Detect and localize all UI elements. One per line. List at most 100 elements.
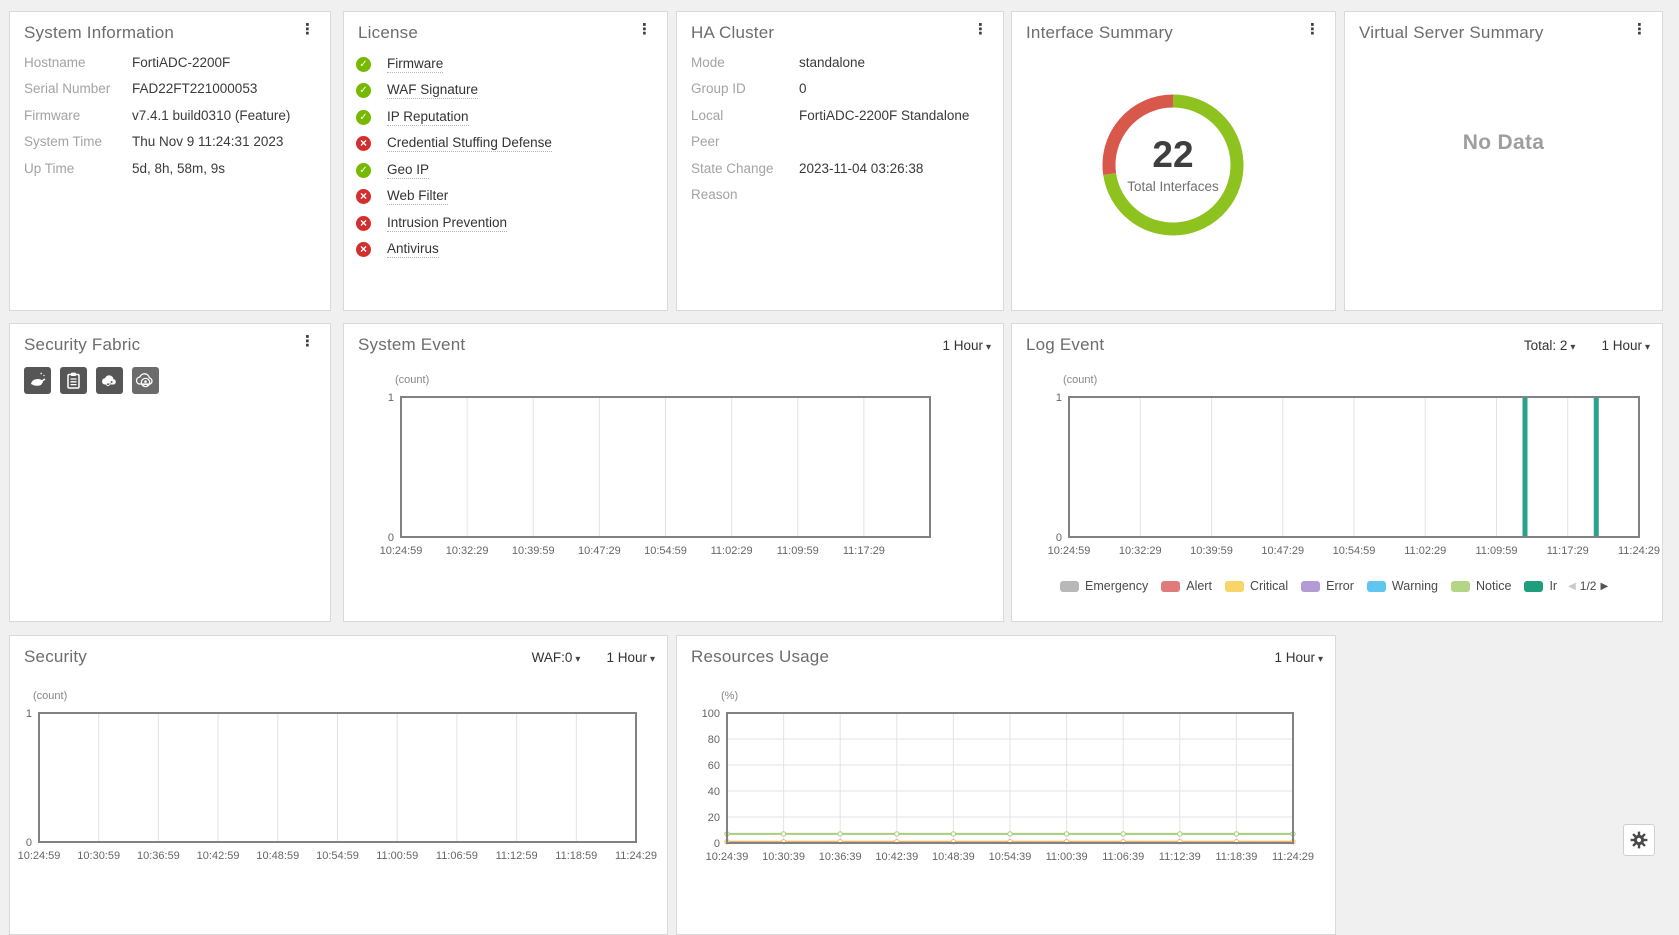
system-information-title: System Information xyxy=(24,23,175,42)
license-item[interactable]: Geo IP xyxy=(356,157,653,184)
license-item-label[interactable]: WAF Signature xyxy=(387,82,479,100)
svg-text:11:00:59: 11:00:59 xyxy=(376,850,418,862)
svg-text:11:09:59: 11:09:59 xyxy=(1475,545,1517,557)
info-row: Mode standalone xyxy=(691,49,989,76)
virtual-server-summary-card: Virtual Server Summary ⋮ No Data xyxy=(1344,11,1663,311)
legend-item[interactable]: Emergency xyxy=(1060,579,1148,593)
legend-swatch xyxy=(1524,580,1544,592)
legend-item[interactable]: Notice xyxy=(1451,579,1511,593)
ha-cluster-card: HA Cluster ⋮ Mode standalone Group ID 0 … xyxy=(676,11,1004,311)
info-row-label: Local xyxy=(691,107,724,123)
svg-text:20: 20 xyxy=(708,812,720,824)
svg-text:Total Interfaces: Total Interfaces xyxy=(1127,179,1219,194)
legend-next-page-icon[interactable]: ▶ xyxy=(1600,580,1609,592)
legend-item[interactable]: Alert xyxy=(1161,579,1212,593)
legend-label: Emergency xyxy=(1085,579,1149,593)
license-item-label[interactable]: Intrusion Prevention xyxy=(387,214,508,232)
svg-text:40: 40 xyxy=(708,786,720,798)
svg-text:11:18:59: 11:18:59 xyxy=(555,850,597,862)
svg-text:10:42:59: 10:42:59 xyxy=(197,850,240,862)
svg-text:80: 80 xyxy=(708,734,720,746)
legend-page-indicator: 1/2 xyxy=(1579,579,1597,593)
legend-label: Critical xyxy=(1249,579,1289,593)
license-item-label[interactable]: IP Reputation xyxy=(387,108,469,126)
info-row-value: FortiADC-2200F Standalone xyxy=(799,107,970,123)
license-item-label[interactable]: Credential Stuffing Defense xyxy=(387,135,552,153)
cloud-shield-icon[interactable] xyxy=(132,367,159,394)
svg-text:10:24:59: 10:24:59 xyxy=(1048,545,1091,557)
svg-text:10:30:39: 10:30:39 xyxy=(762,851,805,863)
license-item-label[interactable]: Firmware xyxy=(387,55,444,73)
svg-text:10:32:29: 10:32:29 xyxy=(1119,545,1162,557)
system-event-chart: (count) 0 1 10:24:59 10:32:29 10:39:59 10:47:2… xyxy=(380,374,931,557)
time-range-dropdown[interactable]: 1 Hour ▾ xyxy=(1601,338,1650,353)
legend-label: Warning xyxy=(1391,579,1439,593)
legend-prev-page-icon[interactable]: ◀ xyxy=(1568,580,1576,592)
svg-text:10:36:59: 10:36:59 xyxy=(137,850,180,862)
kebab-menu-icon[interactable]: ⋮ xyxy=(1632,21,1647,38)
log-event-legend: Emergency Alert Critical Error Warning xyxy=(1060,579,1662,593)
license-item[interactable]: Web Filter xyxy=(356,184,653,211)
clipboard-icon[interactable] xyxy=(60,367,87,394)
gear-icon xyxy=(1630,831,1648,849)
info-row-value: 5d, 8h, 58m, 9s xyxy=(132,160,226,176)
license-item-label[interactable]: Geo IP xyxy=(387,161,430,179)
legend-item[interactable]: Warning xyxy=(1366,579,1439,593)
waf-dropdown[interactable]: WAF:0 ▾ xyxy=(531,650,581,665)
kebab-menu-icon[interactable]: ⋮ xyxy=(1305,21,1320,38)
legend-item[interactable]: Ir xyxy=(1524,579,1557,593)
license-item-label[interactable]: Web Filter xyxy=(387,188,449,206)
license-item[interactable]: Credential Stuffing Defense xyxy=(356,131,653,158)
svg-text:10:39:59: 10:39:59 xyxy=(512,545,555,557)
total-dropdown[interactable]: Total: 2 ▾ xyxy=(1523,338,1576,353)
license-item[interactable]: WAF Signature xyxy=(356,78,653,105)
svg-text:10:24:59: 10:24:59 xyxy=(18,850,61,862)
kebab-menu-icon[interactable]: ⋮ xyxy=(973,21,988,38)
time-range-dropdown[interactable]: 1 Hour ▾ xyxy=(606,650,655,665)
license-item[interactable]: Firmware xyxy=(356,51,653,78)
system-information-rows: Hostname FortiADC-2200F Serial Number FA… xyxy=(10,43,330,182)
license-title: License xyxy=(358,23,418,42)
license-item-label[interactable]: Antivirus xyxy=(387,241,439,259)
info-row-value: v7.4.1 build0310 (Feature) xyxy=(132,107,291,123)
svg-text:10:24:39: 10:24:39 xyxy=(706,851,749,863)
cloud-link-icon[interactable] xyxy=(96,367,123,394)
system-information-card: System Information ⋮ Hostname FortiADC-2… xyxy=(9,11,331,311)
license-item[interactable]: IP Reputation xyxy=(356,104,653,131)
info-row: Reason xyxy=(691,182,989,209)
svg-text:(count): (count) xyxy=(33,690,67,702)
legend-item[interactable]: Error xyxy=(1301,579,1354,593)
security-fabric-card: Security Fabric ⋮ xyxy=(9,323,331,622)
license-status-icon xyxy=(356,162,371,178)
info-row-label: Firmware xyxy=(24,107,81,123)
info-row: Firmware v7.4.1 build0310 (Feature) xyxy=(24,102,316,129)
license-list: Firmware WAF Signature IP Reputation Cre… xyxy=(344,43,667,263)
interface-donut-svg: 22 Total Interfaces xyxy=(1102,94,1244,236)
license-item[interactable]: Antivirus xyxy=(356,237,653,264)
legend-swatch xyxy=(1451,580,1471,592)
svg-text:10:54:59: 10:54:59 xyxy=(1333,545,1376,557)
kebab-menu-icon[interactable]: ⋮ xyxy=(637,21,652,38)
ha-cluster-rows: Mode standalone Group ID 0 Local FortiAD… xyxy=(677,43,1003,208)
license-status-icon xyxy=(356,56,371,72)
license-status-icon xyxy=(356,242,371,258)
info-row: Hostname FortiADC-2200F xyxy=(24,49,316,76)
legend-label: Error xyxy=(1326,579,1354,593)
info-row-label: Reason xyxy=(691,187,738,203)
svg-text:(count): (count) xyxy=(1063,374,1097,386)
svg-text:10:48:39: 10:48:39 xyxy=(932,851,975,863)
svg-text:10:48:59: 10:48:59 xyxy=(256,850,299,862)
dashboard-settings-button[interactable] xyxy=(1623,824,1655,856)
resources-usage-title: Resources Usage xyxy=(691,647,830,666)
svg-text:0: 0 xyxy=(388,532,394,544)
svg-text:100: 100 xyxy=(702,708,720,720)
time-range-dropdown[interactable]: 1 Hour ▾ xyxy=(1274,650,1323,665)
license-item[interactable]: Intrusion Prevention xyxy=(356,210,653,237)
kebab-menu-icon[interactable]: ⋮ xyxy=(300,21,315,38)
time-range-dropdown[interactable]: 1 Hour ▾ xyxy=(942,338,991,353)
kebab-menu-icon[interactable]: ⋮ xyxy=(300,333,315,350)
device-lamp-icon[interactable] xyxy=(24,367,51,394)
legend-item[interactable]: Critical xyxy=(1224,579,1289,593)
info-row: System Time Thu Nov 9 11:24:31 2023 xyxy=(24,129,316,156)
svg-text:(%): (%) xyxy=(721,690,738,702)
